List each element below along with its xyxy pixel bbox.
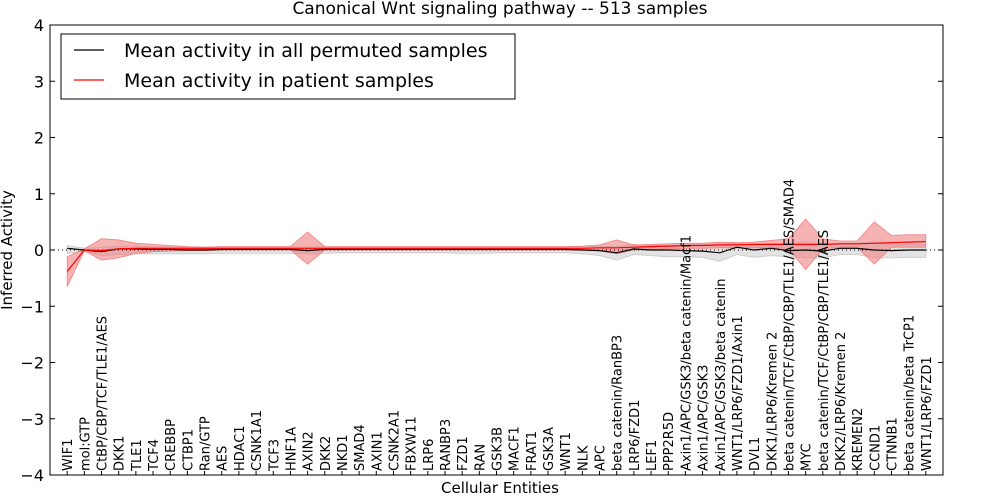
x-tick-label: HNF1A <box>284 427 299 471</box>
x-tick-label: SMAD4 <box>353 424 368 471</box>
y-axis-label: Inferred Activity <box>0 190 16 310</box>
x-tick-label: AXIN2 <box>302 431 317 471</box>
y-tick-label: −3 <box>20 410 44 429</box>
chart-title: Canonical Wnt signaling pathway -- 513 s… <box>292 0 707 19</box>
y-tick-label: −1 <box>20 297 44 316</box>
x-tick-label: MYC <box>800 443 815 471</box>
y-tick-label: 3 <box>34 72 44 91</box>
x-tick-label: beta catenin/RanBP3 <box>611 335 626 471</box>
x-tick-label: WNT1 <box>559 432 574 471</box>
x-tick-label: TCF4 <box>147 439 162 472</box>
y-tick-label: 1 <box>34 185 44 204</box>
x-tick-label: AES <box>216 446 231 471</box>
x-tick-label: NLK <box>576 445 591 471</box>
y-tick-label: 2 <box>34 129 44 148</box>
x-tick-label: FZD1 <box>456 436 471 471</box>
x-axis-label: Cellular Entities <box>441 479 559 497</box>
x-tick-label: WNT1/LRP6/FZD1 <box>920 356 935 471</box>
x-tick-label: FRAT1 <box>525 431 540 471</box>
legend-label-permuted: Mean activity in all permuted samples <box>124 40 487 62</box>
x-tick-label: NKD1 <box>336 434 351 471</box>
x-tick-label: DKK2 <box>319 436 334 471</box>
x-tick-label: Ran/GTP <box>199 416 214 471</box>
x-tick-label: LRP6 <box>422 439 437 471</box>
x-tick-label: RAN <box>473 444 488 471</box>
x-tick-label: AXIN1 <box>370 431 385 471</box>
x-tick-label: DVL1 <box>748 437 763 471</box>
x-tick-label: HDAC1 <box>233 425 248 471</box>
x-tick-label: beta catenin/TCF/CtBP/CBP/TLE1/AES <box>817 230 832 471</box>
x-tick-label: CSNK1A1 <box>250 410 265 471</box>
x-tick-label: GSK3B <box>491 427 506 471</box>
x-tick-label: CtBP/CBP/TCF/TLE1/AES <box>96 316 111 471</box>
x-tick-label: CTNNB1 <box>886 417 901 471</box>
x-tick-label: beta catenin/TCF/CtBP/CBP/TLE1/AES/SMAD4 <box>782 179 797 471</box>
legend-label-patient: Mean activity in patient samples <box>124 70 434 92</box>
x-tick-label: APC <box>594 445 609 471</box>
x-tick-label: DKK2/LRP6/Kremen 2 <box>834 332 849 471</box>
y-tick-label: −4 <box>20 466 44 485</box>
y-tick-label: 4 <box>34 16 44 35</box>
x-tick-label: beta catenin/beta TrCP1 <box>903 315 918 471</box>
x-tick-label: TCF3 <box>267 439 282 472</box>
y-tick-label: 0 <box>34 241 44 260</box>
x-tick-label: CCND1 <box>868 425 883 471</box>
x-tick-label: Axin1/APC/GSK3 <box>697 365 712 471</box>
x-tick-label: CREBBP <box>164 419 179 471</box>
x-tick-label: RANBP3 <box>439 419 454 471</box>
x-tick-label: CSNK2A1 <box>388 410 403 471</box>
y-tick-label: −2 <box>20 354 44 373</box>
x-tick-label: WNT1/LRP6/FZD1/Axin1 <box>731 315 746 471</box>
x-tick-label: CTBP1 <box>181 429 196 471</box>
x-tick-label: PPP2R5D <box>662 412 677 471</box>
x-tick-label: DKK1/LRP6/Kremen 2 <box>765 332 780 471</box>
x-tick-label: LEF1 <box>645 440 660 471</box>
x-tick-label: LRP6/FZD1 <box>628 400 643 471</box>
x-tick-label: KREMEN2 <box>851 408 866 471</box>
x-tick-label: MACF1 <box>508 426 523 471</box>
x-tick-label: Axin1/APC/GSK3/beta catenin <box>714 278 729 471</box>
x-tick-label: WIF1 <box>61 439 76 471</box>
x-tick-label: Axin1/APC/GSK3/beta catenin/Macf1 <box>679 235 694 471</box>
x-tick-label: mol:GTP <box>78 417 93 471</box>
legend: Mean activity in all permuted samples Me… <box>61 34 515 99</box>
x-tick-label: GSK3A <box>542 427 557 471</box>
x-tick-label: TLE1 <box>130 439 145 472</box>
x-tick-label: DKK1 <box>113 436 128 471</box>
x-tick-label: FBXW11 <box>405 416 420 471</box>
